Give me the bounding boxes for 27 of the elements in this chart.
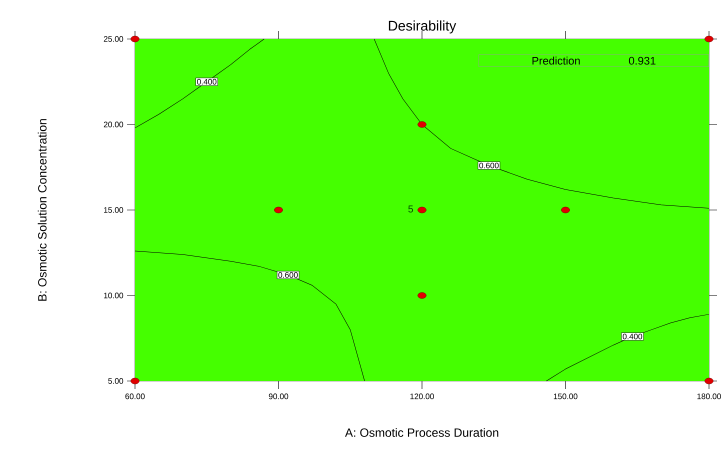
y-tick-label: 20.00 bbox=[104, 122, 124, 128]
point bbox=[561, 206, 570, 214]
point bbox=[418, 206, 426, 214]
point bbox=[418, 121, 426, 128]
x-tick-label: 150.00 bbox=[554, 394, 578, 400]
annotation: 0.931 bbox=[628, 56, 656, 65]
y-axis-title: B: Osmotic Solution Concentration bbox=[38, 119, 47, 301]
y-tick-label: 15.00 bbox=[104, 207, 124, 213]
y-tick-label: 10.00 bbox=[104, 292, 124, 298]
point bbox=[274, 206, 283, 214]
annotation: Prediction bbox=[532, 56, 580, 65]
y-tick-label: 25.00 bbox=[104, 36, 124, 42]
point bbox=[130, 378, 140, 384]
annotation: 5 bbox=[408, 206, 414, 212]
x-tick-label: 90.00 bbox=[268, 394, 288, 400]
line-series bbox=[134, 38, 264, 128]
chart-title: Desirability bbox=[388, 20, 456, 34]
point bbox=[704, 36, 714, 42]
y-tick-label: 5.00 bbox=[108, 378, 124, 384]
line-series bbox=[134, 250, 365, 382]
point bbox=[130, 36, 140, 42]
x-tick-label: 180.00 bbox=[697, 394, 721, 400]
x-tick-label: 60.00 bbox=[125, 394, 145, 400]
point bbox=[418, 292, 426, 299]
point bbox=[704, 378, 714, 384]
x-axis-title: A: Osmotic Process Duration bbox=[344, 428, 498, 437]
x-tick-label: 120.00 bbox=[410, 394, 434, 400]
